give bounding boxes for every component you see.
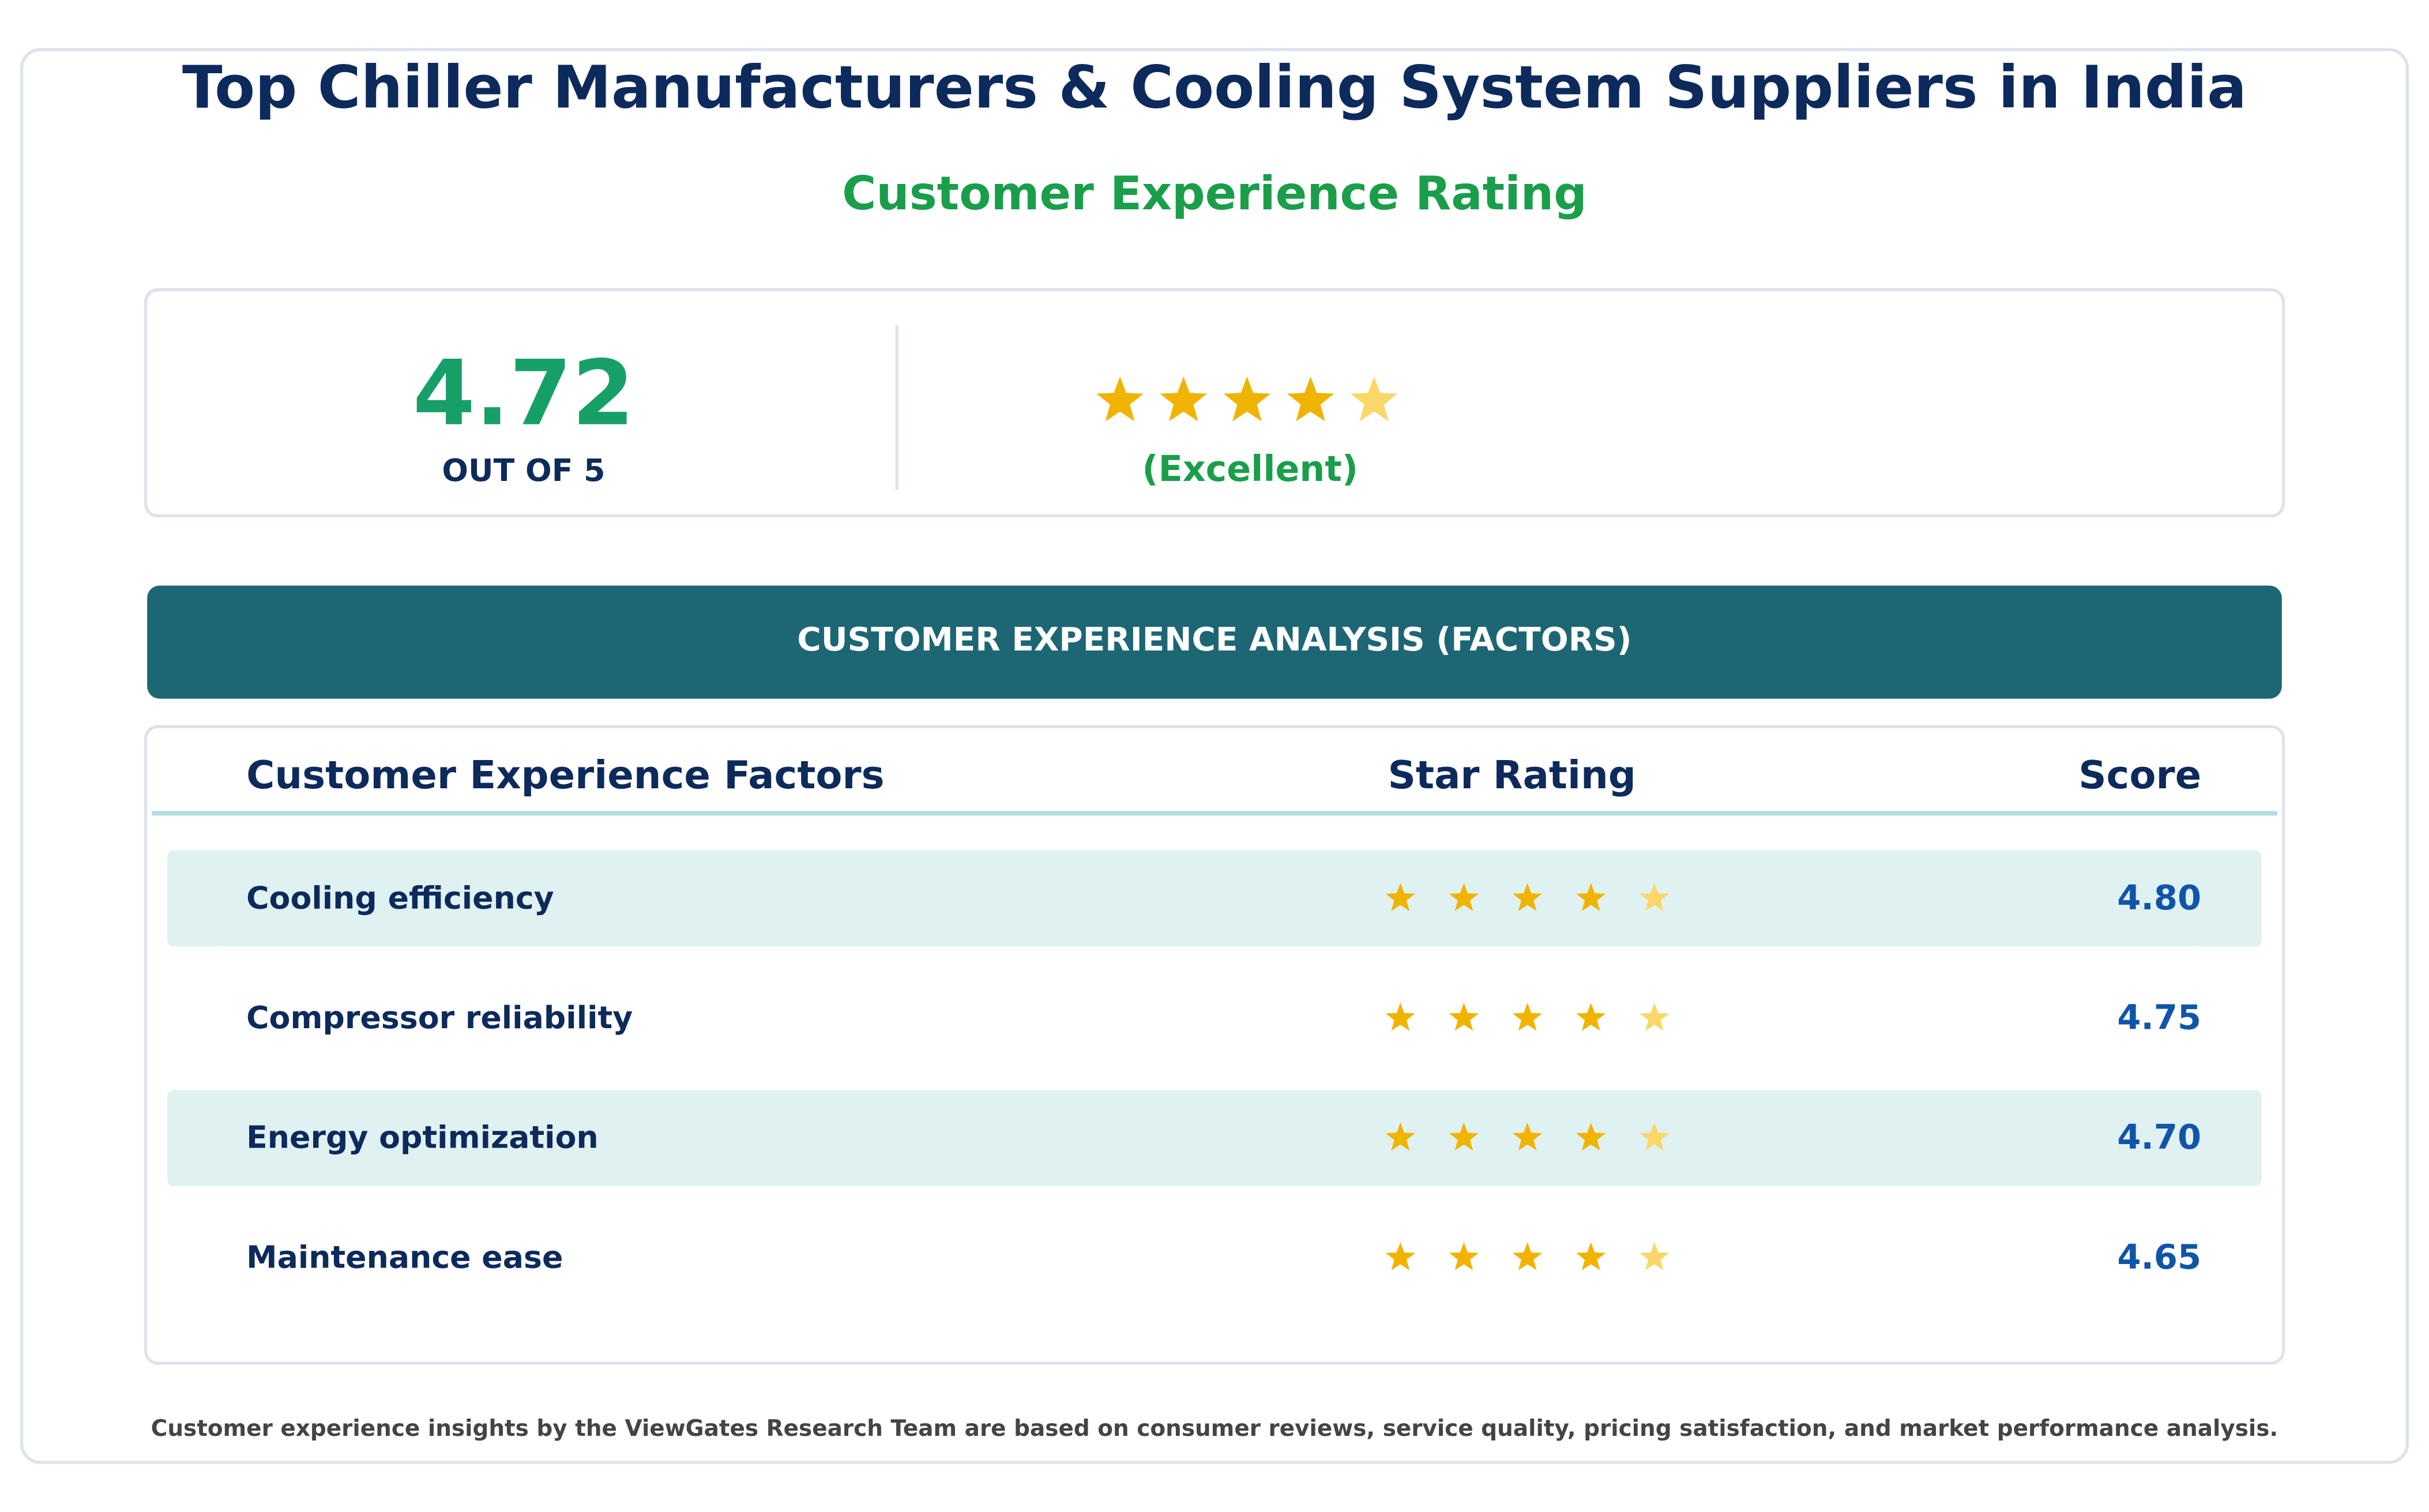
star-icon	[1096, 376, 1144, 422]
row-band	[167, 1090, 2262, 1186]
title: Top Chiller Manufacturers & Cooling Syst…	[182, 53, 2247, 122]
star-icon	[1350, 376, 1398, 422]
star-icon	[1160, 376, 1208, 422]
table-row: Compressor reliability 4.75	[246, 998, 2201, 1037]
star-icon	[1576, 1242, 1606, 1270]
factor-score: 4.65	[2117, 1237, 2201, 1277]
star-icon	[1513, 1122, 1543, 1151]
subtitle: Customer Experience Rating	[842, 167, 1587, 221]
table-rows: Cooling efficiency 4.80 Compressor reliabi…	[167, 850, 2262, 1277]
factor-name: Energy optimization	[246, 1119, 599, 1156]
star-icon	[1576, 1002, 1606, 1031]
overall-stars	[1096, 376, 1398, 422]
star-icon	[1385, 883, 1415, 911]
star-icon	[1513, 1242, 1543, 1270]
star-icon	[1576, 1122, 1606, 1151]
star-icon	[1287, 376, 1334, 422]
table-row: Energy optimization 4.70	[167, 1090, 2262, 1186]
factor-score: 4.75	[2117, 998, 2201, 1037]
score-scale: OUT OF 5	[442, 452, 605, 488]
column-header: Score	[2078, 753, 2201, 798]
star-icon	[1223, 376, 1271, 422]
factor-score: 4.70	[2117, 1117, 2201, 1157]
star-icon	[1640, 883, 1670, 911]
star-icon	[1513, 1002, 1543, 1031]
factor-name: Maintenance ease	[246, 1239, 563, 1275]
star-icon	[1640, 1242, 1670, 1270]
table-row: Maintenance ease 4.65	[246, 1237, 2201, 1277]
factor-score: 4.80	[2117, 878, 2201, 917]
star-icon	[1449, 883, 1479, 911]
star-icon	[1449, 1242, 1479, 1270]
star-icon	[1449, 1122, 1479, 1151]
verdict: (Excellent)	[1142, 448, 1358, 490]
row-band	[167, 850, 2262, 947]
overall-score: 4.72	[413, 341, 634, 446]
factor-name: Cooling efficiency	[246, 879, 554, 916]
banner-text: CUSTOMER EXPERIENCE ANALYSIS (FACTORS)	[797, 621, 1631, 659]
star-icon	[1385, 1002, 1415, 1031]
star-icon	[1640, 1122, 1670, 1151]
column-header: Customer Experience Factors	[246, 753, 885, 798]
footer: Customer experience insights by the View…	[151, 1416, 2278, 1442]
summary-box	[144, 288, 2285, 518]
table-row: Cooling efficiency 4.80	[167, 850, 2262, 947]
column-header: Star Rating	[1388, 753, 1636, 798]
star-icon	[1640, 1002, 1670, 1031]
factor-name: Compressor reliability	[246, 999, 633, 1036]
star-icon	[1385, 1122, 1415, 1151]
banner	[147, 585, 2282, 699]
star-icon	[1385, 1242, 1415, 1270]
star-icon	[1513, 883, 1543, 911]
star-icon	[1576, 883, 1606, 911]
star-icon	[1449, 1002, 1479, 1031]
